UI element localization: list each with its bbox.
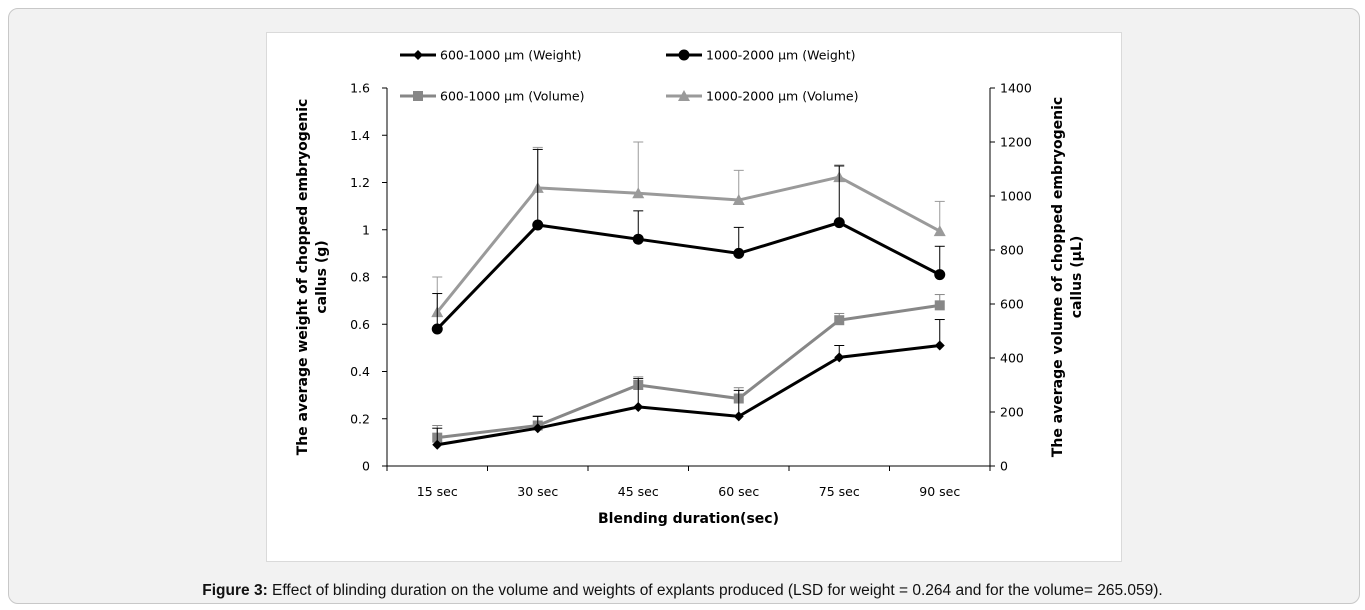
data-point: [933, 225, 946, 237]
left-tick-label: 0.8: [350, 270, 370, 285]
x-tick-label: 75 sec: [819, 484, 860, 499]
data-point: [834, 315, 845, 326]
x-axis-title: Blending duration(sec): [598, 511, 779, 527]
right-tick-label: 1200: [1000, 135, 1032, 150]
data-point: [632, 233, 644, 245]
x-tick-label: 45 sec: [618, 484, 659, 499]
right-tick-label: 200: [1000, 405, 1024, 420]
right-tick-label: 600: [1000, 297, 1024, 312]
legend-swatch-marker: [678, 90, 690, 101]
right-axis-title-line: The average volume of chopped embryogeni…: [1050, 97, 1066, 457]
x-tick-label: 30 sec: [517, 484, 558, 499]
data-point: [934, 300, 945, 311]
data-point: [733, 411, 744, 422]
data-point: [733, 247, 745, 259]
legend-label: 600-1000 µm (Volume): [440, 89, 585, 104]
data-point: [633, 401, 644, 412]
legend-label: 1000-2000 µm (Volume): [706, 89, 858, 104]
figure-caption: Figure 3: Effect of blinding duration on…: [0, 582, 1365, 600]
series-line: [437, 303, 940, 440]
legend-label: 1000-2000 µm (Weight): [706, 48, 856, 63]
left-tick-label: 1.4: [350, 128, 370, 143]
x-tick-label: 15 sec: [417, 484, 458, 499]
left-axis-title-line: The average weight of chopped embryogeni…: [295, 99, 311, 456]
series-0: [432, 319, 945, 450]
left-tick-label: 0.6: [350, 317, 370, 332]
series-line: [436, 175, 941, 314]
data-point: [432, 439, 443, 450]
series-3: [431, 141, 946, 318]
data-point: [934, 340, 945, 351]
series-line: [437, 344, 940, 447]
caption-label: Figure 3:: [202, 582, 268, 599]
right-tick-label: 800: [1000, 243, 1024, 258]
left-tick-label: 1: [362, 222, 370, 237]
series-1: [431, 148, 946, 335]
series-line: [436, 221, 941, 331]
right-axis-title-line: callus (µL): [1069, 236, 1085, 319]
left-tick-label: 0.2: [350, 411, 370, 426]
left-axis-title-line: callus (g): [314, 240, 330, 313]
left-axis-title: The average weight of chopped embryogeni…: [295, 99, 330, 456]
data-point: [934, 269, 946, 281]
chart-panel: 0 0.2 0.4 0.6 0.8 1 1.2 1.4 1.6 0 200 400 600 800 1000…: [266, 32, 1122, 562]
left-tick-label: 1.2: [350, 175, 370, 190]
legend-entry: 600-1000 µm (Volume): [400, 89, 585, 104]
legend-entry: 1000-2000 µm (Weight): [666, 48, 856, 63]
legend-label: 600-1000 µm (Weight): [440, 48, 582, 63]
legend-entry: 1000-2000 µm (Volume): [666, 89, 858, 104]
right-axis-title: The average volume of chopped embryogeni…: [1050, 97, 1085, 457]
data-point: [632, 187, 645, 199]
x-tick-label: 60 sec: [718, 484, 759, 499]
x-tick-label: 90 sec: [919, 484, 960, 499]
data-point: [431, 323, 443, 335]
right-tick-label: 400: [1000, 351, 1024, 366]
left-tick-label: 0: [362, 459, 370, 474]
left-tick-label: 0.4: [350, 364, 370, 379]
series-2: [432, 294, 945, 443]
caption-text: Effect of blinding duration on the volum…: [267, 582, 1163, 599]
data-point: [834, 352, 845, 363]
legend-entry: 600-1000 µm (Weight): [400, 48, 582, 63]
right-tick-label: 1000: [1000, 189, 1032, 204]
data-point: [732, 194, 745, 206]
legend-swatch-marker: [678, 49, 690, 61]
data-point: [532, 423, 543, 434]
data-point: [833, 217, 845, 229]
left-tick-label: 1.6: [350, 81, 370, 96]
right-tick-label: 0: [1000, 459, 1008, 474]
legend-swatch-marker: [413, 91, 423, 101]
data-point: [532, 219, 544, 231]
right-tick-label: 1400: [1000, 81, 1032, 96]
legend-swatch-marker: [413, 50, 423, 60]
line-chart: 0 0.2 0.4 0.6 0.8 1 1.2 1.4 1.6 0 200 400 600 800 1000…: [295, 48, 1085, 528]
